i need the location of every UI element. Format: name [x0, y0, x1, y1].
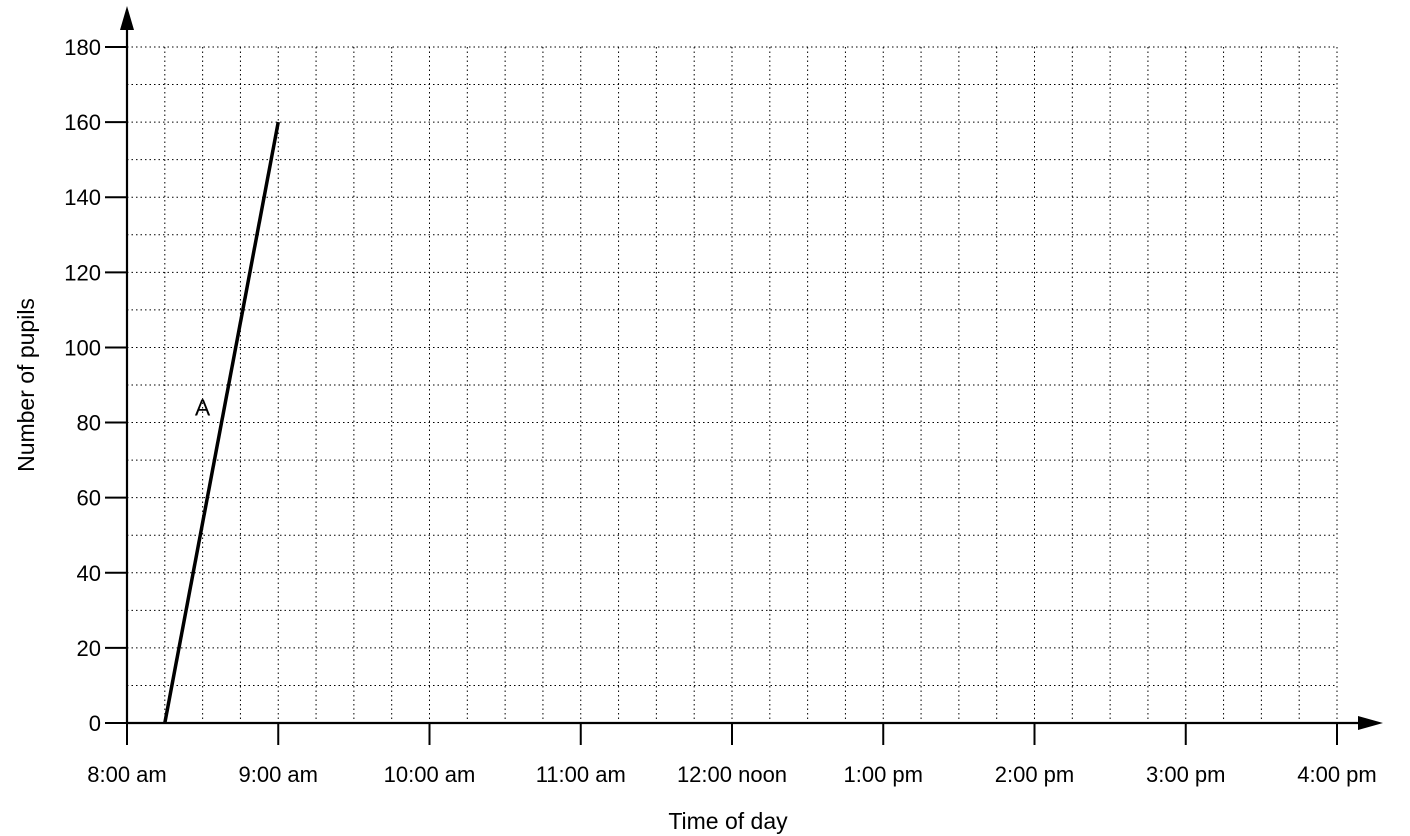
x-tick-label: 11:00 am: [536, 762, 626, 787]
y-tick-label: 80: [77, 411, 101, 436]
y-axis-title: Number of pupils: [13, 298, 39, 472]
series-label: A: [195, 395, 211, 421]
x-tick-label: 2:00 pm: [995, 762, 1075, 787]
x-tick-label: 12:00 noon: [677, 762, 787, 787]
y-tick-label: 160: [64, 110, 101, 135]
x-tick-label: 1:00 pm: [844, 762, 924, 787]
x-tick-label: 10:00 am: [384, 762, 476, 787]
y-tick-label: 60: [77, 486, 101, 511]
x-axis-arrowhead: [1358, 716, 1383, 730]
y-tick-label: 20: [77, 636, 101, 661]
x-tick-label: 3:00 pm: [1146, 762, 1226, 787]
series-layer: A: [163, 121, 280, 724]
y-tick-label: 0: [89, 711, 101, 736]
y-tick-label: 120: [64, 260, 101, 285]
tick-marks-and-labels: 8:00 am 9:00 am 10:00 am 11:00 am 12:00 noon…: [64, 35, 1376, 787]
x-tick-label: 4:00 pm: [1297, 762, 1377, 787]
y-tick-label: 180: [64, 35, 101, 60]
y-tick-label: 100: [64, 335, 101, 360]
x-tick-label: 8:00 am: [87, 762, 167, 787]
y-tick-label: 140: [64, 185, 101, 210]
x-tick-label: 9:00 am: [239, 762, 319, 787]
x-axis-title: Time of day: [668, 808, 788, 834]
y-axis-arrowhead: [120, 6, 134, 30]
gridlines: [127, 46, 1338, 723]
axes: [120, 6, 1383, 730]
y-tick-label: 40: [77, 561, 101, 586]
series-line-a: [163, 121, 280, 724]
